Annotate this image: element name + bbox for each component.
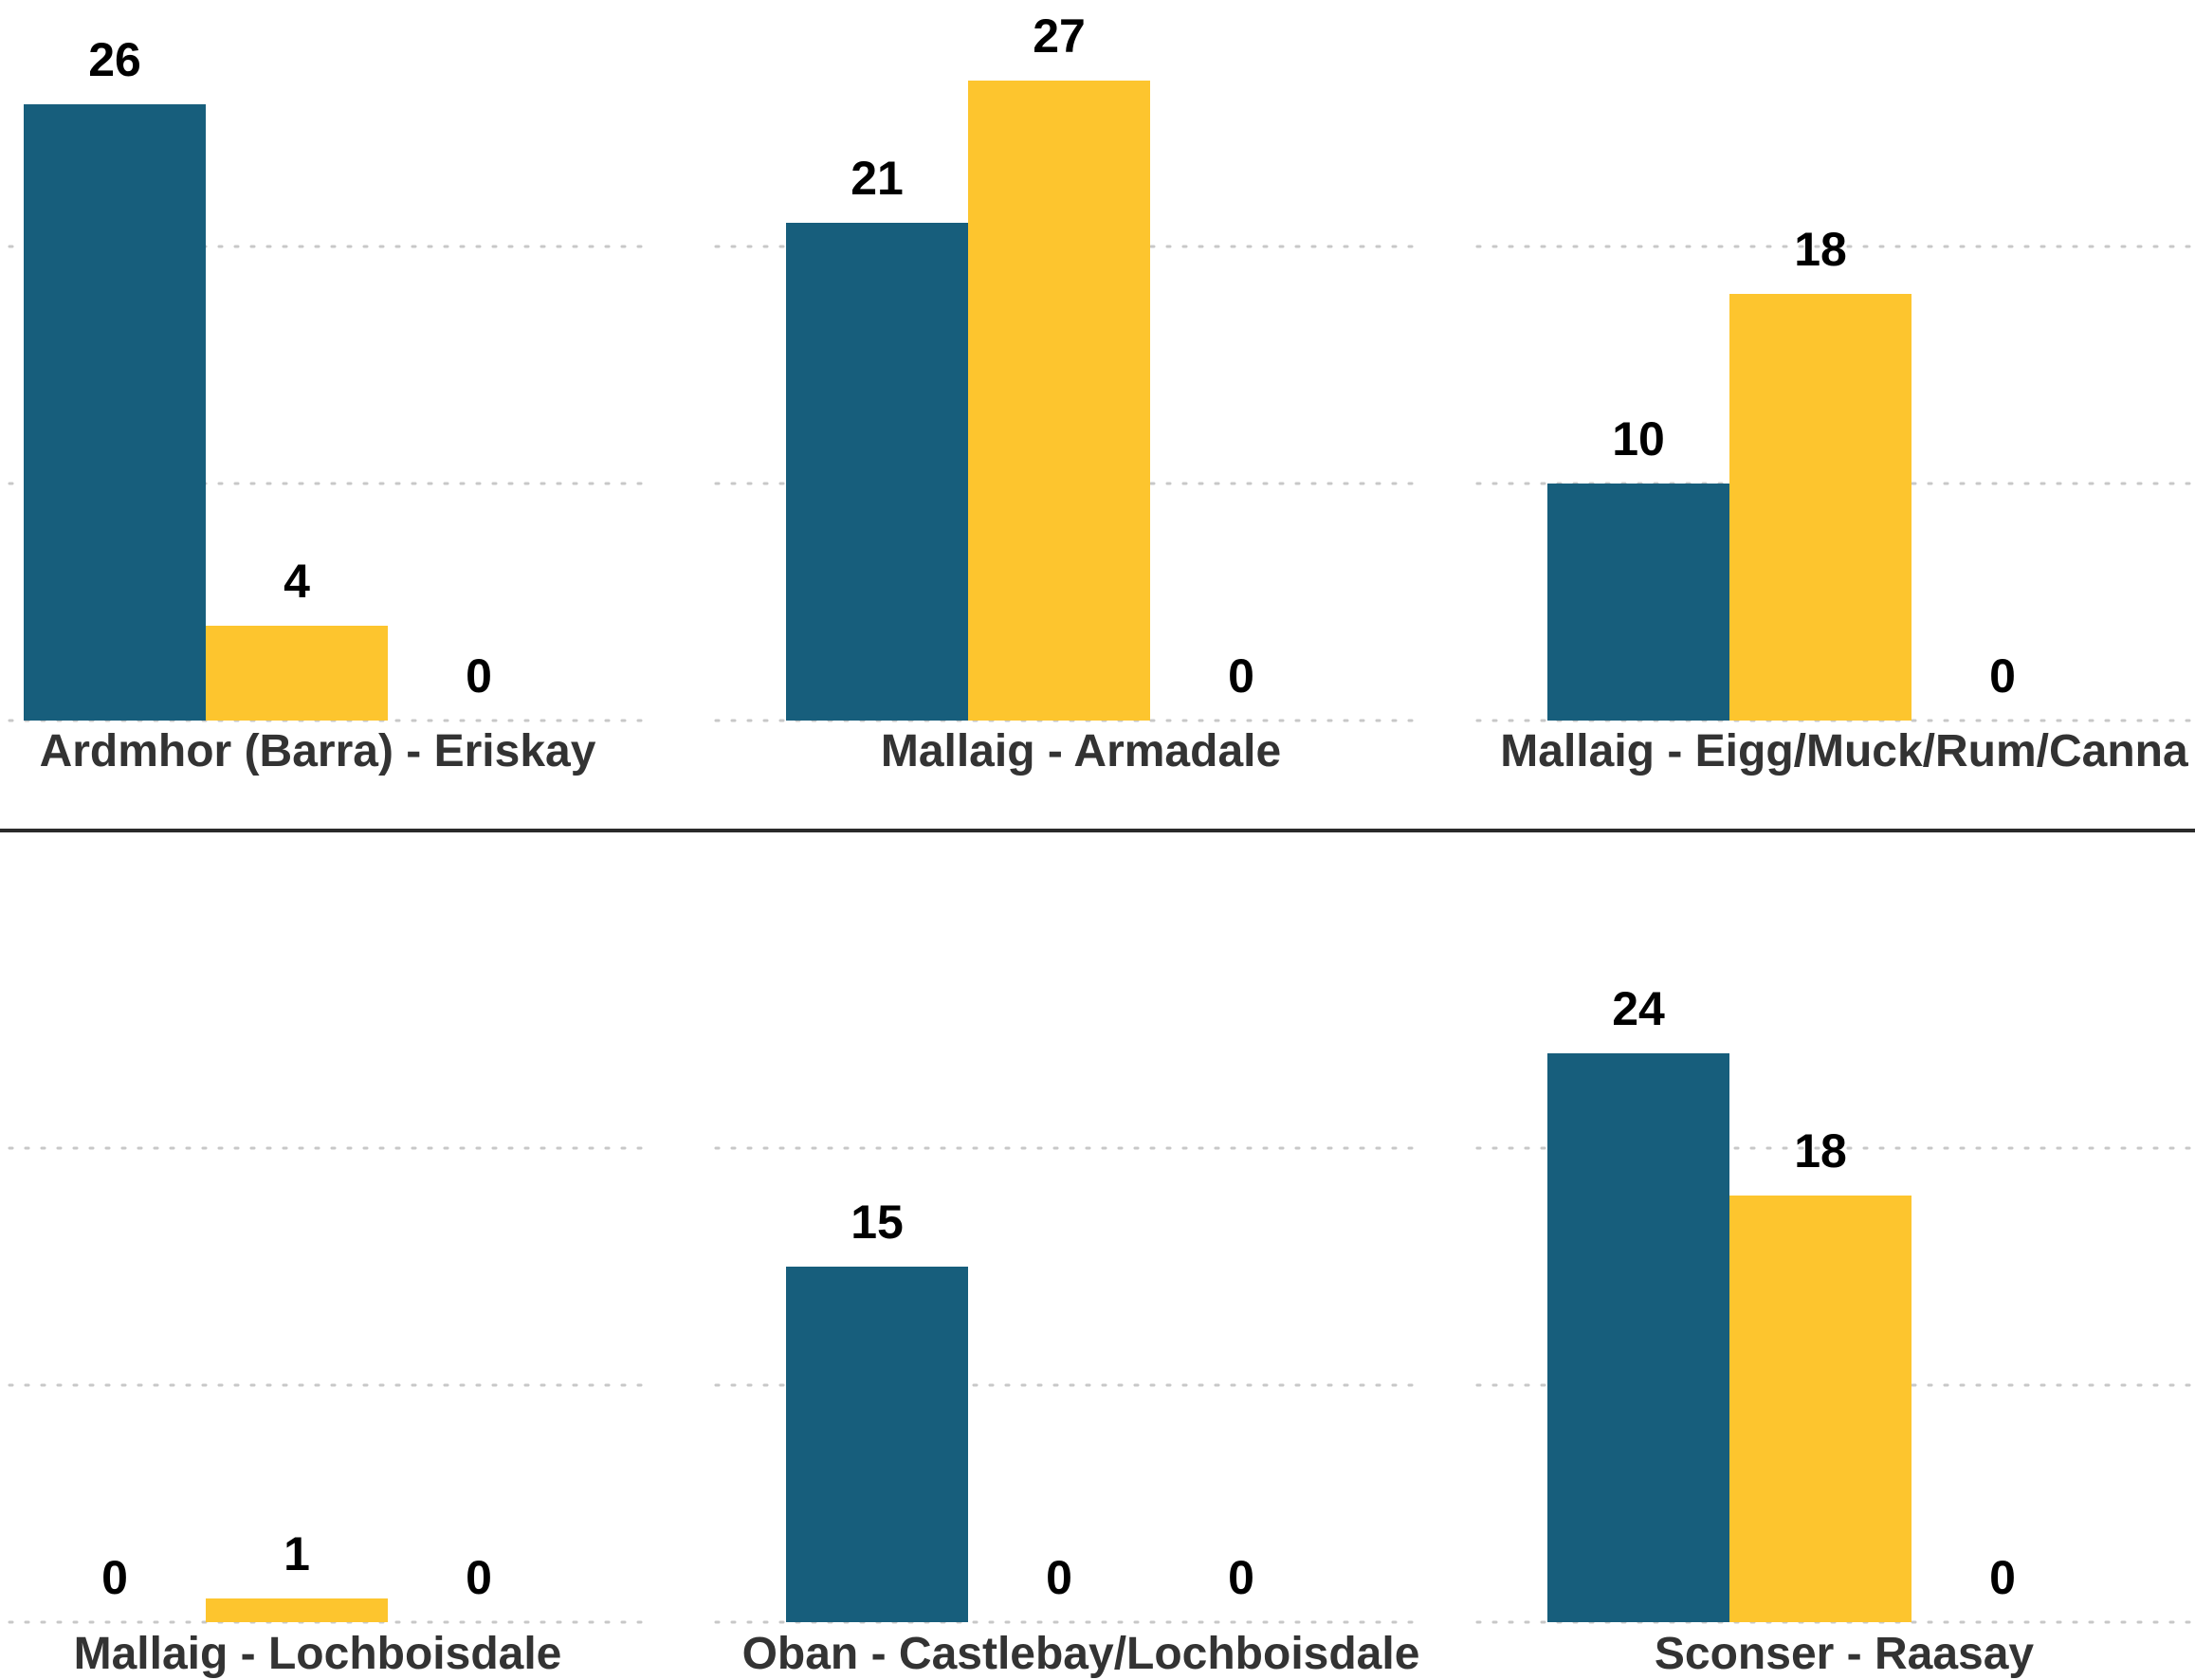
panel-title-5: Oban - Castlebay/Lochboisdale xyxy=(742,1629,1420,1679)
value-label-2-3: 0 xyxy=(1228,649,1254,703)
bar-1-2 xyxy=(206,626,388,721)
bar-4-2 xyxy=(206,1598,388,1622)
panel-title-4: Mallaig - Lochboisdale xyxy=(74,1629,562,1679)
value-label-1-1: 26 xyxy=(88,33,141,86)
panel-4: 0 1 0 Mallaig - Lochboisdale xyxy=(8,1146,656,1679)
panel-3: 10 18 0 Mallaig - Eigg/Muck/Rum/Canna xyxy=(1475,223,2192,776)
value-label-3-2: 18 xyxy=(1794,223,1847,276)
panel-title-3: Mallaig - Eigg/Muck/Rum/Canna xyxy=(1500,726,2188,776)
value-label-4-3: 0 xyxy=(466,1551,492,1604)
value-label-6-2: 18 xyxy=(1794,1124,1847,1178)
value-label-5-2: 0 xyxy=(1046,1551,1072,1604)
panel-2: 21 27 0 Mallaig - Armadale xyxy=(714,9,1419,776)
bar-3-2 xyxy=(1729,294,1911,721)
panel-5: 15 0 0 Oban - Castlebay/Lochboisdale xyxy=(714,1146,1420,1679)
value-label-1-3: 0 xyxy=(466,649,492,703)
value-label-2-2: 27 xyxy=(1033,9,1086,63)
value-label-3-3: 0 xyxy=(1989,649,2016,703)
panel-6: 24 18 0 Sconser - Raasay xyxy=(1475,982,2192,1679)
value-label-1-2: 4 xyxy=(284,555,310,608)
value-label-4-2: 1 xyxy=(284,1527,310,1580)
panel-1: 26 4 0 Ardmhor (Barra) - Eriskay xyxy=(8,33,656,776)
bar-3-1 xyxy=(1547,484,1729,721)
value-label-5-3: 0 xyxy=(1228,1551,1254,1604)
bar-6-2 xyxy=(1729,1196,1911,1622)
bar-2-2 xyxy=(968,81,1150,721)
value-label-3-1: 10 xyxy=(1612,412,1665,466)
value-label-5-1: 15 xyxy=(851,1196,904,1249)
bar-5-1 xyxy=(786,1267,968,1622)
value-label-6-3: 0 xyxy=(1989,1551,2016,1604)
value-label-2-1: 21 xyxy=(851,152,904,205)
bar-2-1 xyxy=(786,223,968,721)
panel-title-2: Mallaig - Armadale xyxy=(881,726,1281,776)
bar-6-1 xyxy=(1547,1053,1729,1622)
bar-1-1 xyxy=(24,104,206,721)
value-label-6-1: 24 xyxy=(1612,982,1665,1035)
value-label-4-1: 0 xyxy=(101,1551,128,1604)
panels-layer: 26 4 0 Ardmhor (Barra) - Eriskay 21 27 0 Mallai… xyxy=(8,9,2192,1679)
panel-title-6: Sconser - Raasay xyxy=(1655,1629,2035,1679)
panel-title-1: Ardmhor (Barra) - Eriskay xyxy=(40,726,596,776)
